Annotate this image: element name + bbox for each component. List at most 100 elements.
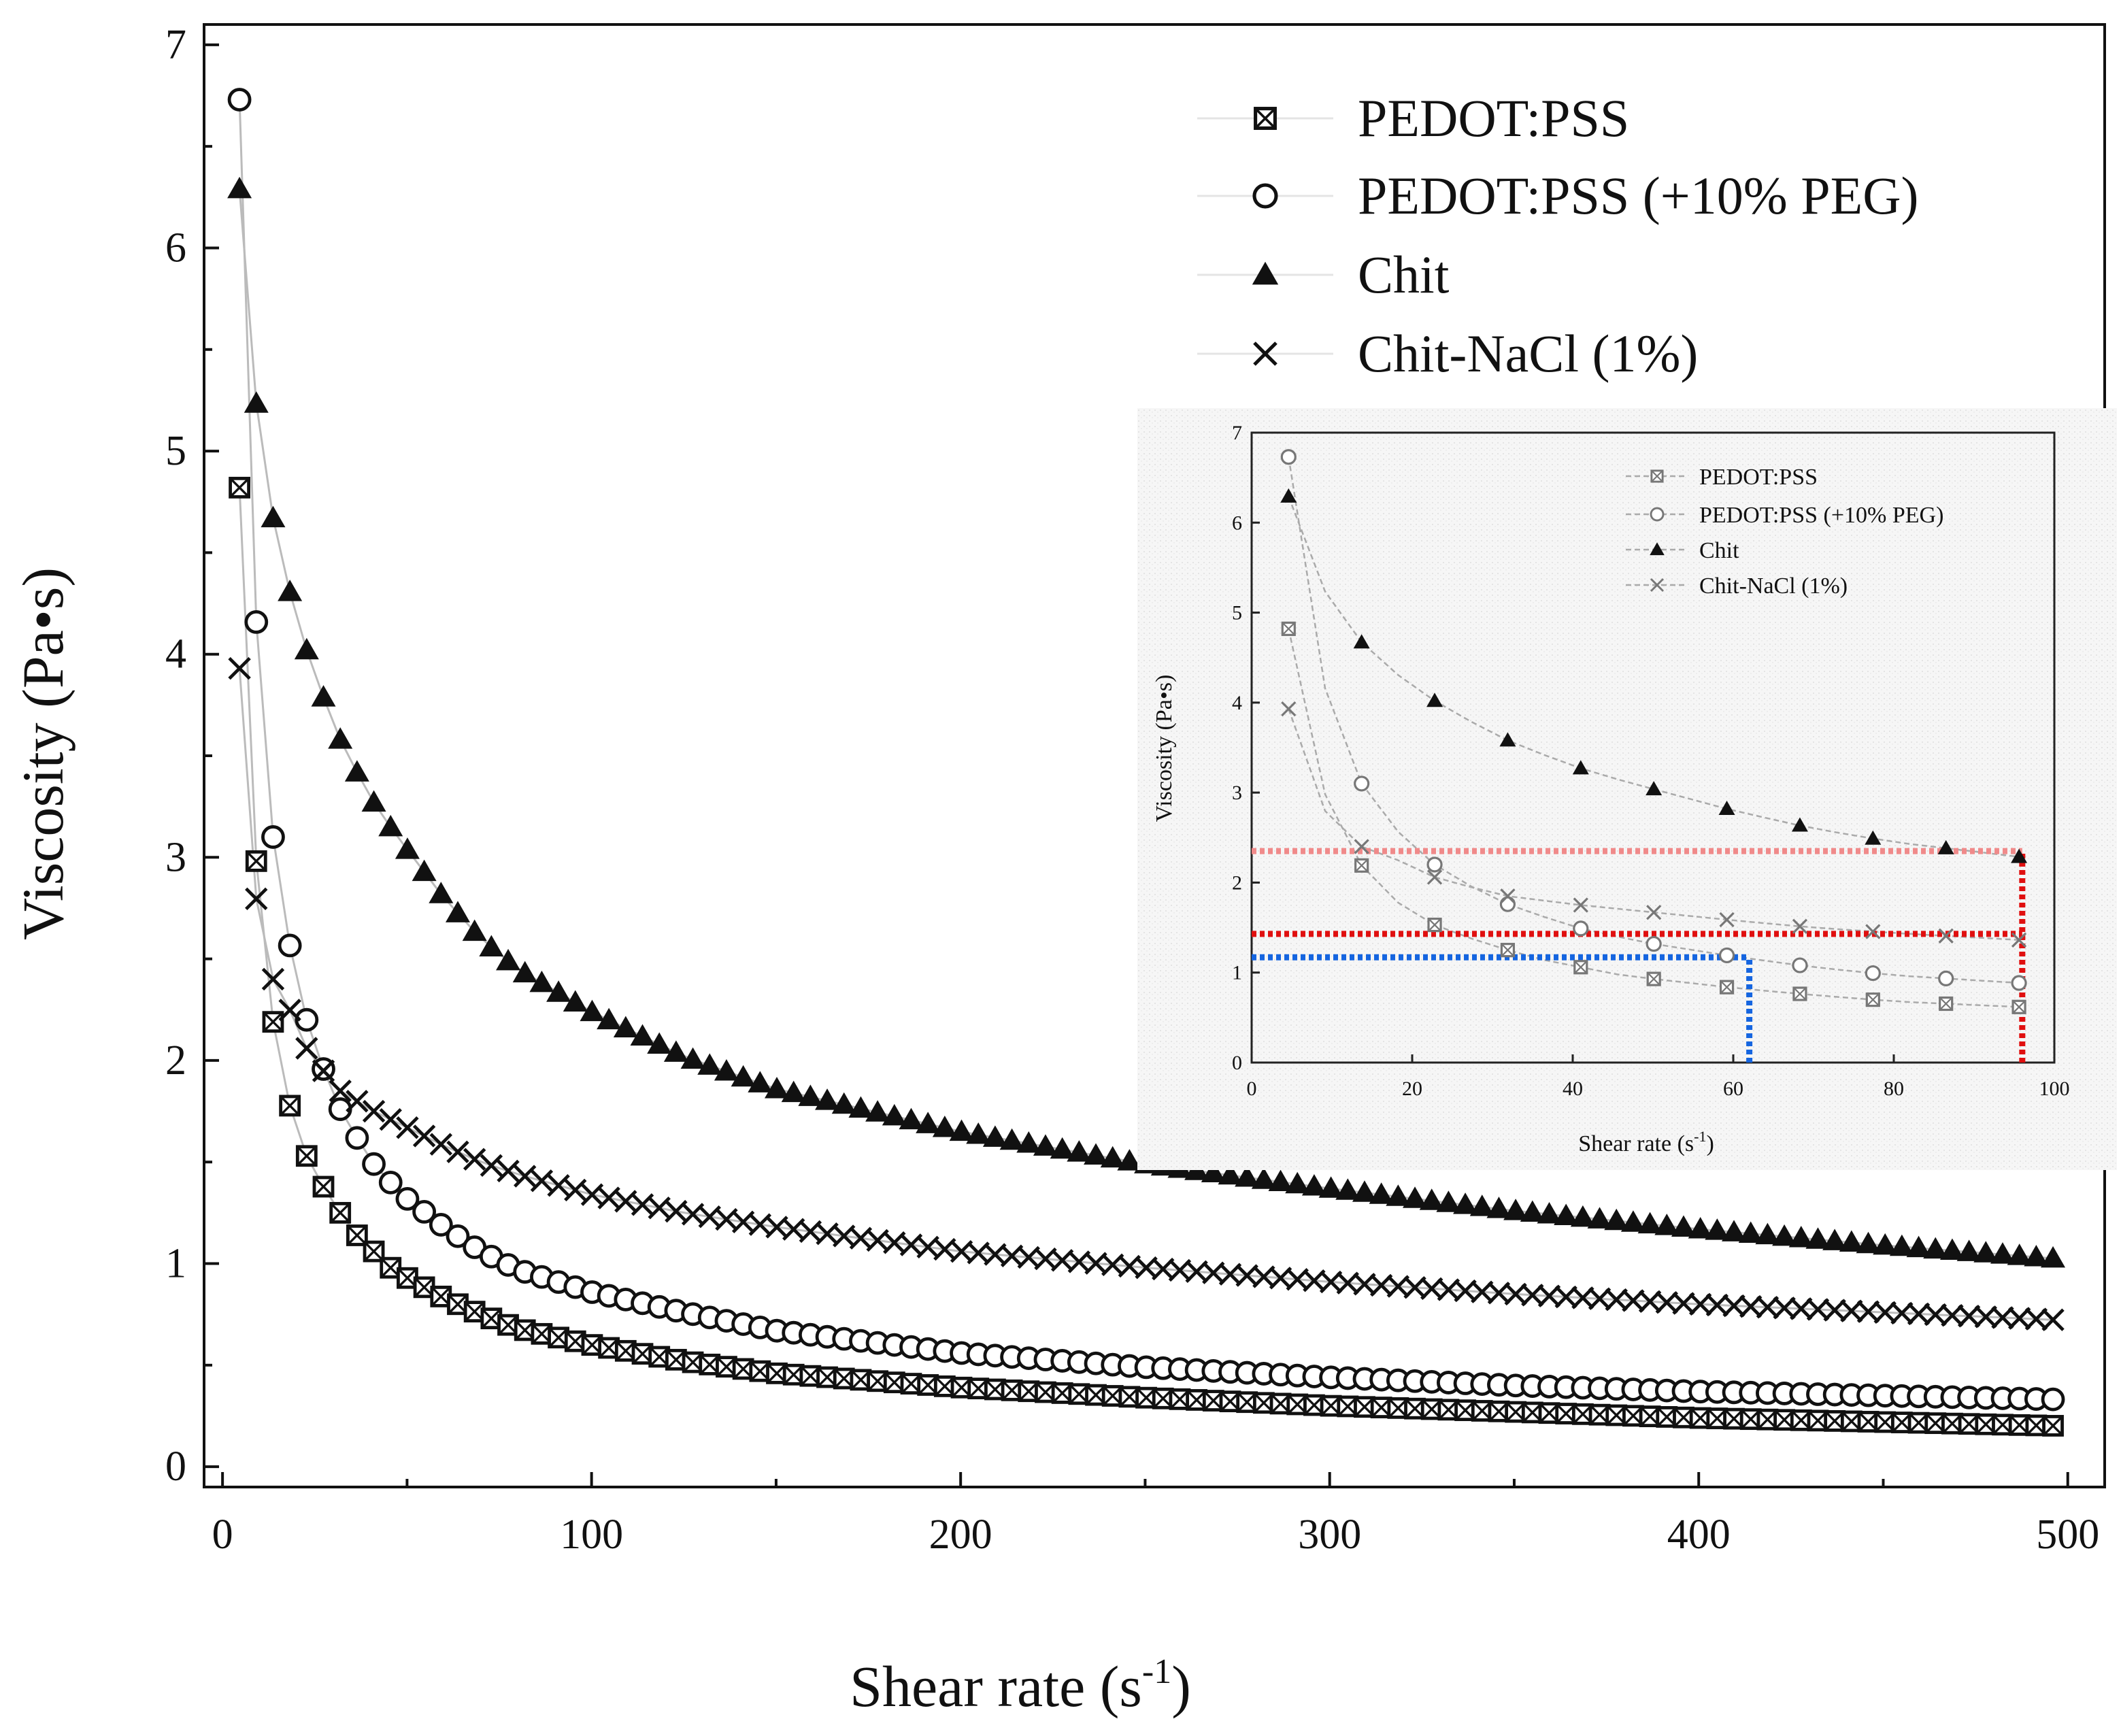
- data-point: [1957, 1305, 1981, 1328]
- inset-legend-label: PEDOT:PSS: [1699, 465, 1818, 490]
- data-point: [1537, 1201, 1562, 1224]
- data-point: [663, 1040, 688, 1062]
- data-point: [1604, 1208, 1629, 1231]
- data-point: [1386, 1184, 1411, 1206]
- data-point: [1235, 1165, 1260, 1187]
- x-tick-label: 500: [2036, 1512, 2099, 1558]
- data-point: [1773, 1297, 1796, 1320]
- data-point: [412, 1124, 436, 1148]
- data-point: [731, 1065, 756, 1087]
- data-point: [245, 850, 267, 872]
- data-point: [463, 1148, 486, 1171]
- data-point: [1822, 1229, 1848, 1250]
- inset-data-point: [1792, 986, 1807, 1001]
- data-point: [261, 505, 286, 528]
- inset-data-point: [1426, 692, 1443, 707]
- data-point: [227, 88, 252, 112]
- data-point: [1939, 1238, 1965, 1260]
- data-point: [1100, 1146, 1125, 1168]
- data-point: [395, 1186, 420, 1211]
- data-point: [1084, 1143, 1109, 1165]
- x-tick-label: 100: [560, 1512, 623, 1558]
- inset-data-point: [2011, 999, 2026, 1014]
- data-point: [378, 814, 403, 837]
- data-point: [261, 825, 285, 849]
- inset-data-point: [1792, 918, 1808, 934]
- data-point: [429, 882, 454, 903]
- data-point: [1839, 1230, 1864, 1252]
- inset-x-axis-label: Shear rate (s-1): [1578, 1128, 1714, 1156]
- data-point: [966, 1122, 991, 1144]
- x-tick-label: 200: [929, 1512, 992, 1558]
- main-legend: PEDOT:PSS PEDOT:PSS (+10% PEG) Chit Chit-Na…: [1197, 88, 1919, 383]
- inset-data-point: [1573, 897, 1588, 913]
- data-point: [613, 1016, 638, 1038]
- y-tick-label: 5: [165, 428, 186, 474]
- inset-legend: PEDOT:PSS PEDOT:PSS (+10% PEG) Chit Chit-Na…: [1626, 465, 1943, 599]
- data-point: [1201, 1161, 1226, 1182]
- inset-x-tick-label: 20: [1402, 1078, 1422, 1100]
- y-axis-label: Viscosity (Pa•s): [10, 567, 76, 940]
- y-tick-label: 6: [165, 224, 186, 271]
- inset-y-tick-label: 5: [1232, 602, 1242, 624]
- data-point: [1335, 1178, 1360, 1200]
- data-point: [1453, 1192, 1478, 1214]
- data-point: [2041, 1308, 2065, 1331]
- legend-label: PEDOT:PSS: [1358, 88, 1629, 148]
- data-point: [1671, 1215, 1696, 1237]
- data-point: [1772, 1224, 1797, 1246]
- data-point: [1620, 1210, 1646, 1232]
- inset-x-tick-label: 100: [2039, 1078, 2070, 1100]
- data-point: [462, 919, 487, 941]
- data-point: [2007, 1243, 2032, 1265]
- data-point: [378, 1170, 403, 1195]
- inset-data-point: [1865, 830, 1882, 845]
- inset-background: [1137, 408, 2117, 1170]
- y-tick-label: 2: [165, 1037, 186, 1084]
- data-point: [647, 1032, 672, 1054]
- data-point: [1050, 1137, 1075, 1159]
- data-point: [329, 1080, 352, 1103]
- inset-data-point: [1646, 935, 1662, 952]
- inset-data-point: [1573, 960, 1588, 975]
- data-point: [1637, 1212, 1663, 1234]
- data-point: [1251, 1167, 1276, 1189]
- data-point: [1856, 1300, 1880, 1323]
- data-point: [1790, 1297, 1813, 1320]
- data-point: [379, 1107, 402, 1131]
- data-point: [1990, 1242, 2015, 1264]
- data-point: [295, 1145, 318, 1167]
- data-point: [1907, 1302, 1931, 1326]
- inset-series-Chit-NaCl (1%): [1281, 701, 2027, 948]
- data-point: [1755, 1222, 1780, 1245]
- data-point: [1033, 1134, 1058, 1156]
- data-point: [346, 1224, 368, 1246]
- data-point: [1117, 1149, 1142, 1171]
- data-point: [295, 1037, 318, 1060]
- legend-label: Chit: [1358, 245, 1450, 304]
- inset-data-point: [1426, 869, 1443, 885]
- inset-legend-label: Chit: [1699, 538, 1739, 563]
- inset-y-axis-label: Viscosity (Pa•s): [1152, 675, 1177, 822]
- data-point: [1705, 1293, 1729, 1317]
- data-point: [1806, 1298, 1830, 1321]
- inset-legend-label: Chit-NaCl (1%): [1699, 573, 1848, 599]
- inset-y-tick-label: 0: [1232, 1052, 1242, 1074]
- inset-y-tick-label: 4: [1232, 692, 1242, 714]
- data-point: [848, 1096, 873, 1118]
- data-point: [2042, 1415, 2064, 1437]
- main-series-points: [227, 88, 2066, 1437]
- data-point: [245, 887, 268, 911]
- inset-series-Chit: [1280, 488, 2028, 863]
- inset-legend-marker: [1650, 578, 1665, 592]
- legend-marker: [1252, 183, 1278, 209]
- data-point: [546, 980, 571, 1002]
- data-point: [815, 1088, 840, 1110]
- inset-data-point: [1865, 924, 1881, 939]
- inset-data-point: [1938, 928, 1954, 944]
- data-point: [311, 685, 336, 707]
- data-point: [361, 790, 386, 812]
- data-point: [295, 1007, 319, 1032]
- inset-data-point: [1281, 621, 1296, 636]
